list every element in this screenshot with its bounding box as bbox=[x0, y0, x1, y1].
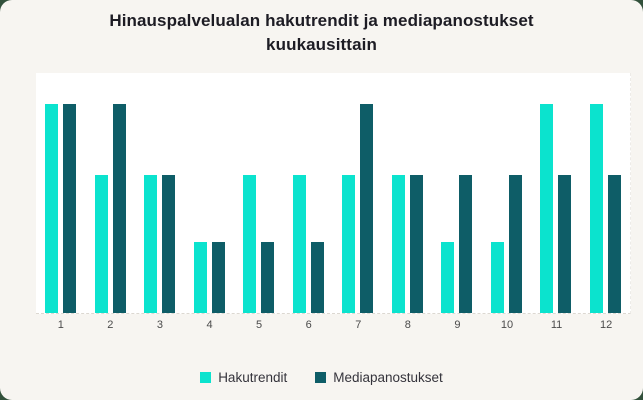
x-tick-label-10: 10 bbox=[500, 319, 514, 331]
bar-mediapanostukset-month-8 bbox=[409, 175, 423, 313]
legend-label: Hakutrendit bbox=[218, 370, 288, 385]
bar-hakutrendit-month-7 bbox=[342, 175, 356, 313]
bar-group-month-8 bbox=[383, 73, 433, 313]
bar-hakutrendit-month-12 bbox=[589, 104, 603, 313]
bar-hakutrendit-month-9 bbox=[441, 242, 455, 313]
x-tick-label-11: 11 bbox=[550, 319, 563, 331]
bar-hakutrendit-month-2 bbox=[94, 175, 108, 313]
x-tick-label-8: 8 bbox=[404, 319, 411, 331]
legend-swatch-hakutrendit bbox=[200, 372, 212, 383]
bar-mediapanostukset-month-2 bbox=[112, 104, 126, 313]
bar-group-month-12 bbox=[581, 73, 631, 313]
bar-group-month-1 bbox=[36, 73, 86, 313]
x-tick-label-6: 6 bbox=[305, 319, 312, 331]
bar-hakutrendit-month-10 bbox=[490, 242, 504, 313]
bar-mediapanostukset-month-7 bbox=[360, 104, 374, 313]
bar-group-month-3 bbox=[135, 73, 185, 313]
legend-item-mediapanostukset[interactable]: Mediapanostukset bbox=[315, 370, 443, 385]
bar-group-month-9 bbox=[432, 73, 482, 313]
x-axis-labels: 1 2 3 4 5 6 7 8 9 10 11 12 bbox=[36, 319, 631, 331]
x-tick-label-7: 7 bbox=[355, 319, 362, 331]
bar-group-month-5 bbox=[234, 73, 284, 313]
x-tick-label-4: 4 bbox=[206, 319, 213, 331]
bar-mediapanostukset-month-10 bbox=[508, 175, 522, 313]
bar-hakutrendit-month-3 bbox=[144, 175, 158, 313]
bar-hakutrendit-month-6 bbox=[292, 175, 306, 313]
bar-mediapanostukset-month-3 bbox=[162, 175, 176, 313]
bar-mediapanostukset-month-9 bbox=[459, 175, 473, 313]
legend-item-hakutrendit[interactable]: Hakutrendit bbox=[200, 370, 287, 385]
bar-group-month-7 bbox=[333, 73, 383, 313]
bar-group-month-2 bbox=[86, 73, 136, 313]
bar-hakutrendit-month-11 bbox=[540, 104, 554, 313]
chart-title-line2: kuukausittain bbox=[266, 35, 377, 54]
chart-title-line1: Hinauspalvelualan hakutrendit ja mediapa… bbox=[109, 11, 534, 30]
bar-hakutrendit-month-1 bbox=[45, 104, 59, 313]
plot-wrapper bbox=[36, 73, 631, 314]
legend-label: Mediapanostukset bbox=[333, 370, 443, 385]
bar-mediapanostukset-month-1 bbox=[63, 104, 77, 313]
bar-group-month-6 bbox=[284, 73, 334, 313]
bar-group-month-10 bbox=[482, 73, 532, 313]
bar-mediapanostukset-month-4 bbox=[211, 242, 225, 313]
x-tick-label-12: 12 bbox=[600, 319, 613, 331]
bar-mediapanostukset-month-11 bbox=[558, 175, 572, 313]
chart-title: Hinauspalvelualan hakutrendit ja mediapa… bbox=[0, 9, 643, 57]
bar-group-month-4 bbox=[185, 73, 235, 313]
bar-mediapanostukset-month-6 bbox=[310, 242, 324, 313]
bar-group-month-11 bbox=[531, 73, 581, 313]
bar-mediapanostukset-month-5 bbox=[261, 242, 275, 313]
bar-mediapanostukset-month-12 bbox=[607, 175, 621, 313]
chart-legend: Hakutrendit Mediapanostukset bbox=[0, 370, 643, 385]
x-tick-label-5: 5 bbox=[256, 319, 263, 331]
bar-hakutrendit-month-5 bbox=[243, 175, 257, 313]
bar-hakutrendit-month-8 bbox=[391, 175, 405, 313]
x-tick-label-3: 3 bbox=[156, 319, 163, 331]
plot-area bbox=[36, 73, 631, 314]
x-tick-label-2: 2 bbox=[107, 319, 114, 331]
bar-hakutrendit-month-4 bbox=[193, 242, 207, 313]
x-tick-label-9: 9 bbox=[454, 319, 461, 331]
legend-swatch-mediapanostukset bbox=[315, 372, 327, 383]
x-tick-label-1: 1 bbox=[57, 319, 64, 331]
